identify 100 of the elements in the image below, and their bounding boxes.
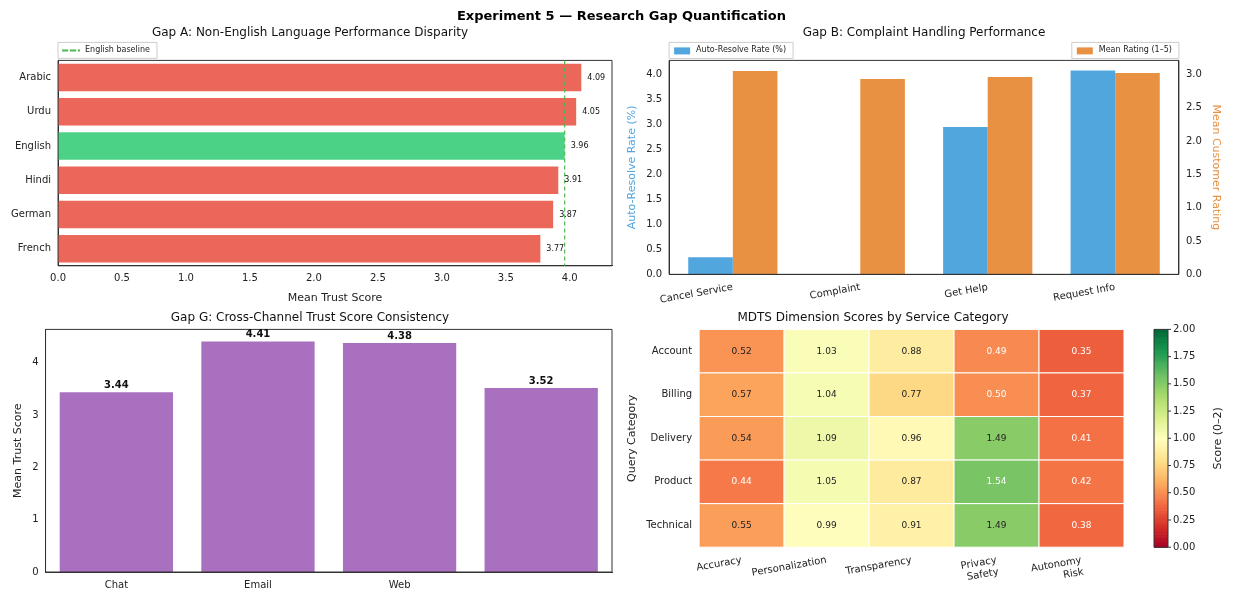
data-label: 1.03	[816, 345, 837, 356]
data-label: 0.96	[901, 432, 922, 443]
legend-label: English baseline	[85, 45, 151, 55]
data-label: 0.50	[986, 389, 1007, 400]
x-tick-label: Autonomy Risk	[1029, 553, 1085, 581]
color-bar-label: 0.25	[1173, 513, 1196, 525]
data-label: 1.54	[986, 476, 1007, 487]
data-label: 0.99	[816, 519, 837, 530]
chart-title: MDTS Dimension Scores by Service Category	[737, 310, 1009, 325]
y-tick-label: 0.5	[646, 242, 663, 254]
chart-title: Gap G: Cross-Channel Trust Score Consistency	[170, 310, 450, 325]
bar	[58, 166, 559, 194]
y-axis-title: Mean Trust Score	[11, 403, 25, 498]
bar	[860, 79, 905, 275]
text: Experiment 5 — Research Gap Quantification	[456, 8, 787, 25]
y2-tick-label: 0.5	[1185, 234, 1202, 246]
x-tick-label: Complaint	[808, 280, 862, 301]
bar	[58, 98, 577, 126]
x-tick-label: Get Help	[943, 280, 989, 300]
data-label: 0.57	[731, 389, 752, 400]
data-label: 0.52	[731, 345, 752, 356]
x-tick-label: Cancel Service	[658, 280, 734, 305]
x-tick-label: 3.5	[497, 272, 514, 284]
data-label: 0.55	[731, 519, 752, 530]
data-label: 1.04	[816, 389, 837, 400]
y2-tick-label: 1.0	[1185, 201, 1202, 213]
y-tick-label: Product	[654, 475, 693, 487]
data-label: 3.91	[564, 175, 583, 185]
y-tick-label: 2.0	[646, 167, 663, 179]
color-bar-label: 1.75	[1173, 350, 1196, 362]
data-label: 4.05	[582, 106, 600, 116]
y-tick-label: 3.5	[646, 92, 663, 104]
data-label: 4.41	[245, 328, 271, 340]
data-label: 0.37	[1071, 389, 1092, 400]
y2-tick-label: 3.0	[1185, 67, 1202, 79]
bar	[732, 71, 778, 275]
x-tick-label: Privacy Safety	[959, 553, 1000, 583]
bar	[342, 342, 457, 572]
legend-label: Mean Rating (1–5)	[1098, 45, 1172, 55]
data-label: 1.49	[986, 519, 1007, 530]
y-tick-label: Hindi	[25, 173, 52, 185]
data-label: 0.41	[1071, 432, 1092, 443]
data-label: 3.44	[104, 378, 129, 390]
data-label: 1.49	[986, 432, 1007, 443]
color-bar-label: 0.50	[1173, 486, 1196, 498]
color-bar-title: Score (0–2)	[1210, 407, 1224, 470]
y-tick-label: Delivery	[650, 431, 693, 443]
data-label: 0.35	[1071, 345, 1092, 356]
y-tick-label: English	[14, 139, 52, 151]
data-label: 0.54	[731, 432, 752, 443]
bar	[58, 200, 554, 229]
x-tick-label: 0.5	[114, 272, 130, 284]
x-tick-label: 2.0	[305, 272, 322, 284]
y-tick-label: 1.5	[646, 192, 663, 204]
y2-tick-label: 1.5	[1185, 167, 1202, 179]
x-tick-label: 4.0	[561, 272, 578, 284]
x-tick-label: Web	[388, 578, 411, 590]
data-label: 0.44	[731, 476, 752, 487]
data-label: 4.09	[587, 72, 606, 82]
y-tick-label: 3	[32, 408, 39, 420]
data-label: 1.05	[816, 476, 837, 487]
color-bar-label: 0.00	[1173, 540, 1196, 552]
x-tick-label: Chat	[104, 578, 129, 590]
y-tick-label: 3.0	[646, 117, 663, 129]
y-tick-label: 2.5	[646, 142, 663, 154]
chart-title: Gap B: Complaint Handling Performance	[802, 25, 1046, 40]
chart-title: Gap A: Non-English Language Performance Disparity	[151, 25, 469, 40]
y-tick-label: French	[17, 242, 52, 254]
y-tick-label: Arabic	[19, 71, 52, 83]
bar	[484, 387, 598, 572]
y-tick-label: German	[11, 208, 52, 220]
y-tick-label: 1	[32, 513, 39, 525]
y2-tick-label: 2.5	[1185, 101, 1202, 113]
y-axis-title: Auto-Resolve Rate (%)	[625, 105, 639, 230]
data-label: 3.77	[546, 243, 565, 253]
bar	[58, 234, 541, 263]
data-label: 1.09	[816, 432, 837, 443]
bar	[201, 341, 315, 572]
y2-axis-title: Mean Customer Rating	[1209, 104, 1223, 231]
x-tick-label: 1.5	[241, 272, 258, 284]
x-tick-label: Email	[244, 578, 272, 590]
y-tick-label: Technical	[645, 519, 693, 531]
x-tick-label: Transparency	[843, 553, 913, 577]
data-label: 0.77	[901, 389, 922, 400]
y-tick-label: 1.0	[646, 217, 663, 229]
y-axis-title: Query Category	[625, 394, 639, 482]
x-tick-label: 3.0	[433, 272, 450, 284]
data-label: 0.87	[901, 476, 922, 487]
bar	[58, 132, 565, 160]
y2-tick-label: 2.0	[1185, 134, 1202, 146]
y-tick-label: 4	[32, 356, 39, 368]
data-label: 0.49	[986, 345, 1007, 356]
legend-label: Auto-Resolve Rate (%)	[696, 45, 787, 55]
data-label: 3.52	[528, 374, 554, 386]
y-tick-label: Billing	[661, 388, 693, 400]
y-tick-label: 0	[32, 565, 39, 577]
bar	[59, 392, 174, 572]
x-tick-label: 1.0	[178, 272, 194, 284]
data-label: 4.38	[387, 329, 412, 341]
x-tick-label: 2.5	[369, 272, 386, 284]
